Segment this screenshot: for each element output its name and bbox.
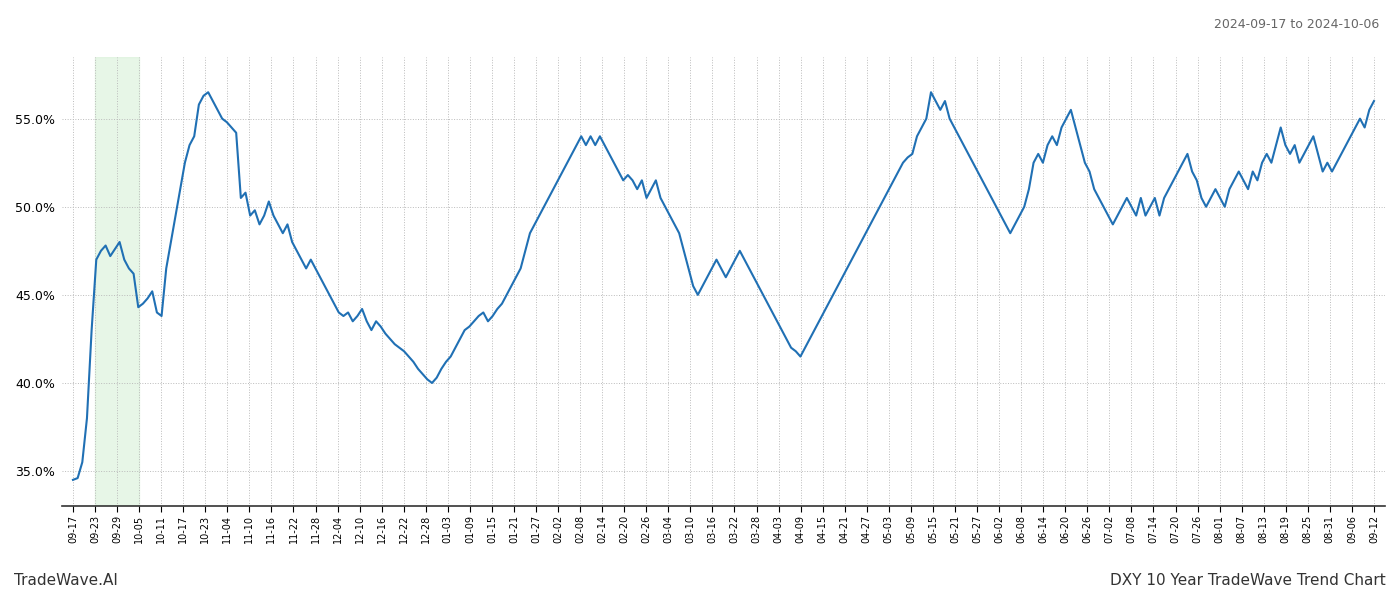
Text: TradeWave.AI: TradeWave.AI: [14, 573, 118, 588]
Text: 2024-09-17 to 2024-10-06: 2024-09-17 to 2024-10-06: [1214, 18, 1379, 31]
Text: DXY 10 Year TradeWave Trend Chart: DXY 10 Year TradeWave Trend Chart: [1110, 573, 1386, 588]
Bar: [95, 57, 139, 506]
